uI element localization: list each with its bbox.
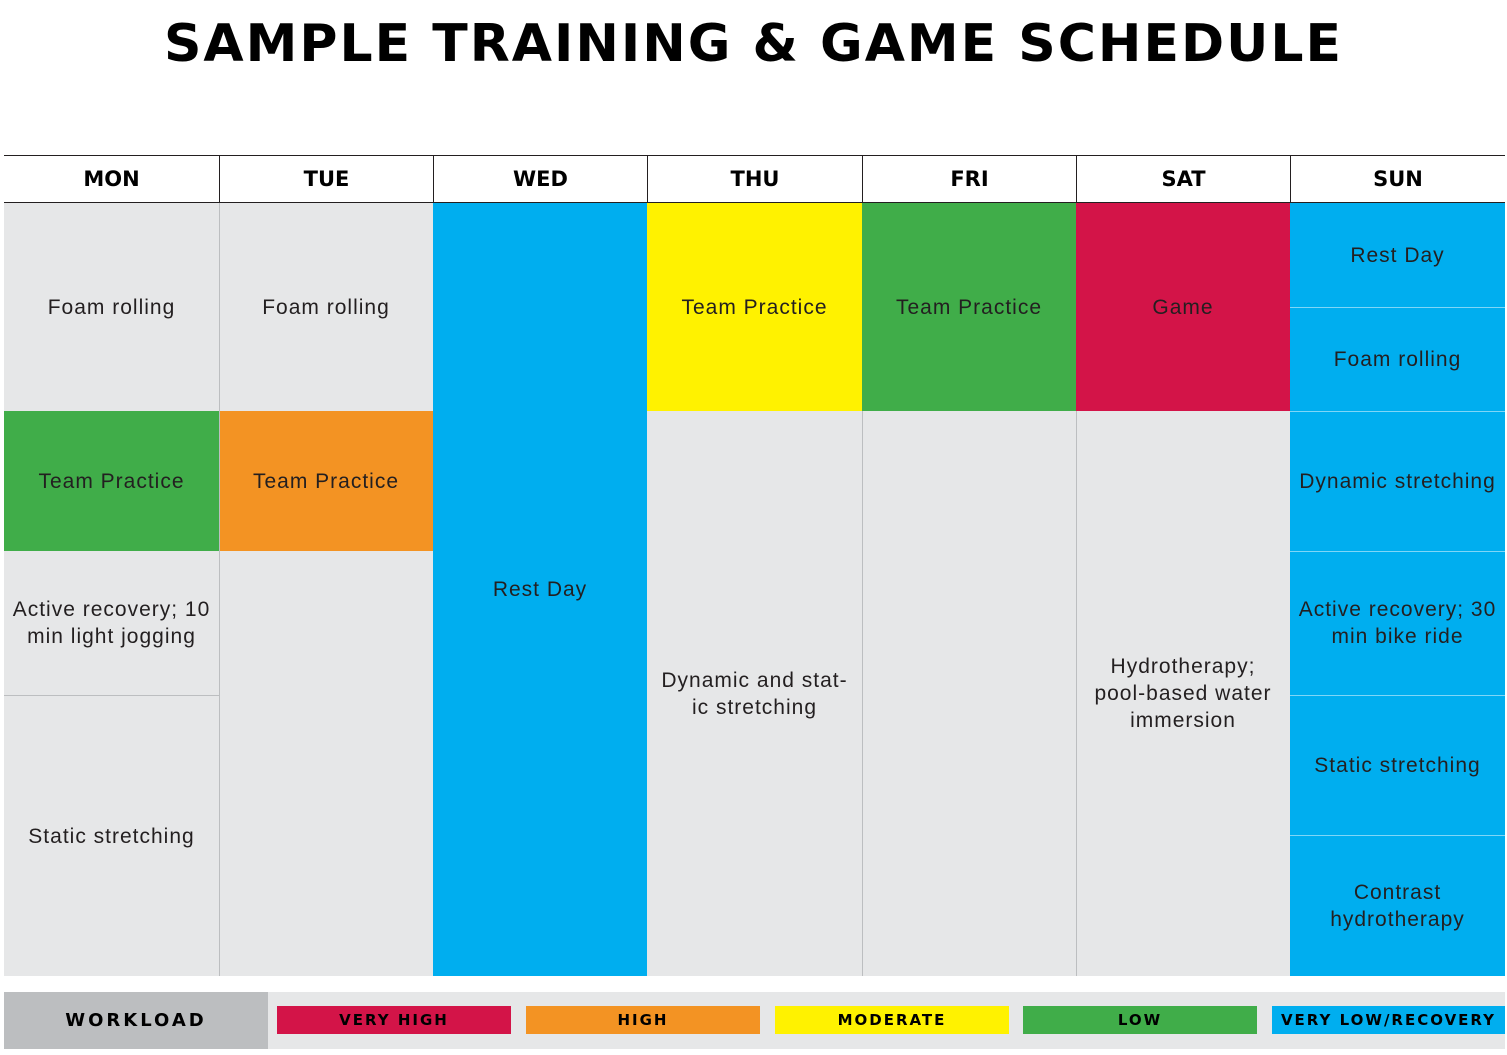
sun-foam-rolling: Foam rolling: [1290, 307, 1505, 411]
thu-team-practice: Team Practice: [647, 203, 862, 411]
tue-foam-rolling: Foam rolling: [219, 203, 433, 411]
sun-divider: [1290, 695, 1505, 696]
legend-very-low-recovery: VERY LOW/RECOVERY: [1272, 1006, 1505, 1034]
day-header-tue: TUE: [219, 156, 433, 202]
sun-rest-day: Rest Day: [1290, 203, 1505, 307]
fri-team-practice: Team Practice: [862, 203, 1076, 411]
sat-hydrotherapy: Hydrotherapy; pool-based water immersion: [1076, 411, 1290, 976]
day-header-fri: FRI: [862, 156, 1076, 202]
mon-active-recovery: Active recovery; 10 min light jogging: [4, 551, 219, 695]
sun-divider: [1290, 835, 1505, 836]
page-title: SAMPLE TRAINING & GAME SCHEDULE: [163, 14, 1344, 74]
mon-foam-rolling: Foam rolling: [4, 203, 219, 411]
sun-divider: [1290, 551, 1505, 552]
schedule-grid: Foam rolling Team Practice Active recove…: [4, 203, 1505, 976]
sun-divider: [1290, 411, 1505, 412]
column-divider: [1076, 411, 1077, 976]
sun-active-recovery: Active recovery; 30 min bike ride: [1290, 551, 1505, 695]
day-header-sun: SUN: [1290, 156, 1505, 202]
mon-divider: [4, 695, 219, 696]
legend-moderate: MODERATE: [775, 1006, 1009, 1034]
sun-divider: [1290, 307, 1505, 308]
day-header-wed: WED: [433, 156, 647, 202]
sun-static-stretching: Static stretching: [1290, 695, 1505, 835]
legend-very-high: VERY HIGH: [277, 1006, 511, 1034]
sun-dynamic-stretching: Dynamic stretching: [1290, 411, 1505, 551]
column-divider: [219, 203, 220, 976]
legend-low: LOW: [1023, 1006, 1257, 1034]
day-header-sat: SAT: [1076, 156, 1290, 202]
column-divider: [862, 411, 863, 976]
day-header-row: MON TUE WED THU FRI SAT SUN: [4, 155, 1505, 203]
day-header-thu: THU: [647, 156, 862, 202]
tue-empty-cell: [219, 551, 433, 976]
sun-contrast-hydrotherapy: Contrast hydrotherapy: [1290, 835, 1505, 976]
tue-team-practice: Team Practice: [219, 411, 433, 551]
mon-team-practice: Team Practice: [4, 411, 219, 551]
legend-label: WORKLOAD: [4, 992, 268, 1049]
mon-static-stretching: Static stretching: [4, 696, 219, 976]
workload-legend: WORKLOAD VERY HIGH HIGH MODERATE LOW VER…: [4, 992, 1505, 1049]
thu-dynamic-static-stretching: Dynamic and stat-ic stretching: [647, 411, 862, 976]
wed-rest-day: Rest Day: [433, 203, 647, 976]
fri-empty-cell: [862, 411, 1076, 976]
legend-high: HIGH: [526, 1006, 760, 1034]
day-header-mon: MON: [83, 167, 140, 191]
sat-game: Game: [1076, 203, 1290, 411]
